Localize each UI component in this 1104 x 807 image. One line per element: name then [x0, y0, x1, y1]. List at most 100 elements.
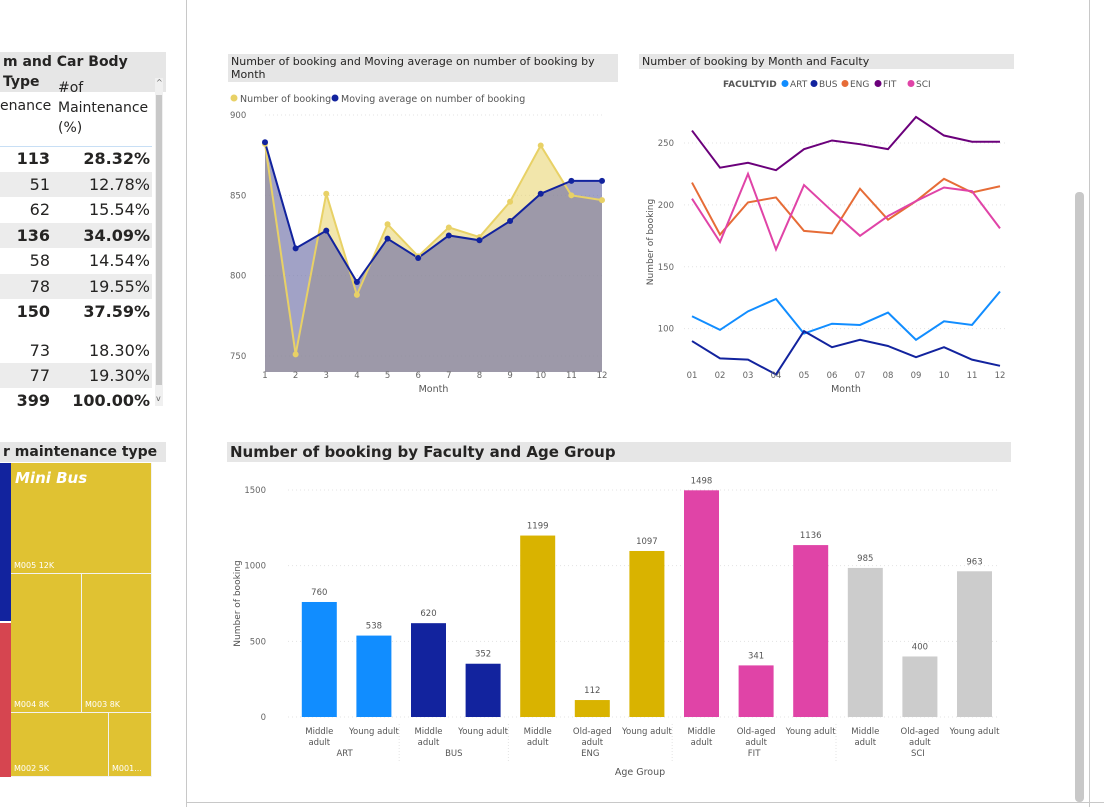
maintenance-count-cell: 113	[16, 149, 50, 168]
series-line-fit	[691, 115, 1000, 172]
bar[interactable]	[356, 635, 392, 717]
bar[interactable]	[847, 567, 883, 717]
x-tick-label: Middle adult	[305, 727, 333, 748]
x-tick-label: 09	[911, 371, 922, 381]
x-tick-label: 12	[597, 371, 608, 381]
booking-point	[537, 142, 544, 149]
moving-average-point	[568, 177, 575, 184]
y-tick-label: 900	[230, 111, 246, 121]
bar[interactable]	[301, 601, 337, 717]
x-tick-label: 9	[507, 371, 512, 381]
x-tick-label: 03	[743, 371, 754, 381]
treemap-cell-mini-bus[interactable]: Mini Bus M005 12K	[11, 463, 152, 574]
legend-label: Number of booking	[240, 94, 331, 105]
series-line-art	[691, 290, 1001, 342]
bar[interactable]	[738, 665, 774, 717]
booking-point	[323, 190, 330, 197]
col2-header-line: Maintenance	[58, 100, 149, 116]
table-scrollbar-thumb[interactable]	[156, 95, 162, 385]
x-axis-label: Age Group	[615, 767, 665, 778]
bar[interactable]	[574, 700, 610, 717]
table-row[interactable]: 77 19.30%	[0, 363, 152, 388]
x-tick-label: 10	[939, 371, 950, 381]
bar[interactable]	[793, 545, 829, 717]
treemap-cell-label: M001...	[112, 764, 142, 773]
bar[interactable]	[520, 535, 556, 717]
table-row[interactable]: 78 19.55%	[0, 274, 152, 299]
x-tick-label: 11	[566, 371, 577, 381]
faculty-group-label: SCI	[911, 749, 925, 759]
table-row[interactable]: 73 18.30%	[0, 338, 152, 363]
maintenance-count-cell: 399	[16, 391, 50, 410]
legend-label: ENG	[850, 80, 869, 90]
y-tick-label: 100	[658, 325, 674, 335]
treemap-cell-label: M005 12K	[14, 561, 55, 570]
scroll-up-icon[interactable]: ^	[156, 78, 163, 87]
treemap-cell-m001[interactable]: M001...	[109, 713, 152, 777]
x-tick-label: 04	[771, 371, 782, 381]
col2-header: #of Maintenance (%)	[58, 78, 148, 138]
bar[interactable]	[629, 550, 665, 717]
bar[interactable]	[411, 623, 446, 717]
booking-point	[292, 351, 299, 358]
treemap-cell-m002[interactable]: M002 5K	[11, 713, 109, 777]
x-tick-label: Middle adult	[524, 727, 552, 748]
treemap-title: r maintenance type	[0, 442, 166, 462]
legend-label: ART	[790, 80, 808, 90]
bar[interactable]	[902, 656, 938, 717]
line-chart-title: Number of booking by Month and Faculty	[639, 54, 1014, 69]
bar-chart-title: Number of booking by Faculty and Age Gro…	[227, 442, 1011, 462]
moving-average-line	[264, 142, 602, 284]
table-row[interactable]: 58 14.54%	[0, 248, 152, 273]
y-tick-label: 500	[250, 637, 266, 647]
faculty-group-label: ENG	[581, 749, 599, 759]
table-row[interactable]: 136 34.09%	[0, 223, 152, 248]
x-axis-label: Month	[419, 384, 449, 395]
moving-average-point	[384, 235, 391, 242]
x-tick-label: 10	[535, 371, 546, 381]
legend-marker-icon	[874, 80, 882, 87]
treemap-cell-m004[interactable]: M004 8K	[11, 574, 82, 713]
data-label: 1498	[691, 476, 713, 486]
table-row[interactable]: 51 12.78%	[0, 172, 152, 197]
maintenance-percent-cell: 12.78%	[88, 175, 150, 194]
bar[interactable]	[465, 663, 501, 717]
x-tick-label: 7	[446, 371, 451, 381]
right-panel-divider	[1089, 0, 1090, 807]
bar[interactable]	[957, 571, 992, 717]
table-row[interactable]: 399 100.00%	[0, 388, 152, 413]
maintenance-percent-cell: 34.09%	[83, 226, 150, 245]
y-axis-label: Number of booking	[646, 199, 656, 285]
data-label: 1136	[800, 531, 822, 541]
page-scrollbar[interactable]	[1075, 192, 1084, 802]
area-chart-title: Number of booking and Moving average on …	[228, 54, 618, 82]
treemap-cell-m003[interactable]: M003 8K	[82, 574, 152, 713]
table-row[interactable]: 150 37.59%	[0, 299, 152, 324]
table-row[interactable]: 62 15.54%	[0, 197, 152, 222]
treemap-cell-label: M002 5K	[14, 764, 50, 773]
maintenance-count-cell: 51	[29, 175, 50, 194]
maintenance-percent-cell: 37.59%	[83, 302, 150, 321]
x-tick-label: 8	[477, 371, 482, 381]
legend-marker-icon	[907, 80, 915, 87]
x-tick-label: 6	[415, 371, 420, 381]
data-label: 112	[584, 686, 600, 696]
x-tick-label: 11	[967, 371, 978, 381]
scroll-down-icon[interactable]: v	[156, 394, 161, 403]
y-tick-label: 1500	[244, 486, 266, 496]
bar[interactable]	[684, 490, 719, 717]
treemap-blue-segment[interactable]	[0, 463, 11, 621]
data-label: 620	[420, 609, 436, 619]
maintenance-percent-cell: 100.00%	[72, 391, 150, 410]
moving-average-point	[599, 177, 605, 184]
bottom-divider	[186, 802, 1104, 803]
treemap-red-segment[interactable]	[0, 623, 11, 777]
table-title: m and Car Body Type	[0, 52, 166, 92]
moving-average-point	[537, 190, 544, 197]
maintenance-count-cell: 136	[16, 226, 50, 245]
moving-average-point	[323, 227, 330, 234]
table-row[interactable]: 113 28.32%	[0, 146, 152, 171]
maintenance-count-cell: 58	[29, 251, 50, 270]
legend-marker-icon	[841, 80, 849, 87]
faculty-group-label: BUS	[445, 749, 462, 759]
